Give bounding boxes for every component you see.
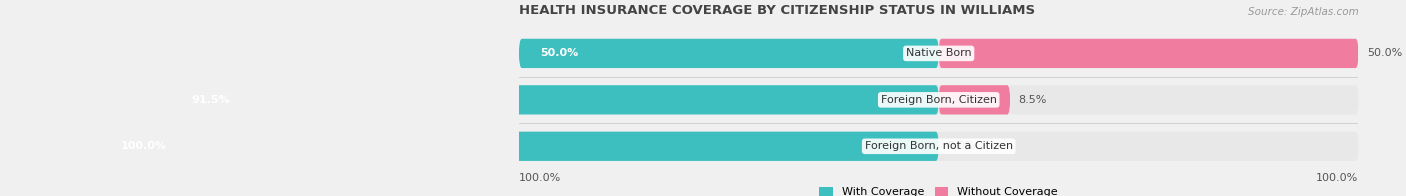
FancyBboxPatch shape — [939, 39, 1358, 68]
Text: 50.0%: 50.0% — [540, 48, 578, 58]
FancyBboxPatch shape — [170, 85, 939, 114]
Text: Native Born: Native Born — [905, 48, 972, 58]
Text: Foreign Born, Citizen: Foreign Born, Citizen — [880, 95, 997, 105]
FancyBboxPatch shape — [519, 39, 1358, 68]
Text: Source: ZipAtlas.com: Source: ZipAtlas.com — [1247, 7, 1358, 17]
FancyBboxPatch shape — [519, 132, 1358, 161]
Text: 100.0%: 100.0% — [519, 173, 561, 183]
Text: 0.0%: 0.0% — [948, 141, 976, 151]
Text: 8.5%: 8.5% — [1018, 95, 1047, 105]
Text: HEALTH INSURANCE COVERAGE BY CITIZENSHIP STATUS IN WILLIAMS: HEALTH INSURANCE COVERAGE BY CITIZENSHIP… — [519, 4, 1035, 17]
Text: 100.0%: 100.0% — [1316, 173, 1358, 183]
FancyBboxPatch shape — [100, 132, 939, 161]
FancyBboxPatch shape — [519, 85, 1358, 114]
Text: 50.0%: 50.0% — [1367, 48, 1402, 58]
FancyBboxPatch shape — [519, 39, 939, 68]
Legend: With Coverage, Without Coverage: With Coverage, Without Coverage — [820, 187, 1057, 196]
Text: 91.5%: 91.5% — [191, 95, 231, 105]
Text: 100.0%: 100.0% — [121, 141, 166, 151]
Text: Foreign Born, not a Citizen: Foreign Born, not a Citizen — [865, 141, 1012, 151]
FancyBboxPatch shape — [939, 85, 1010, 114]
